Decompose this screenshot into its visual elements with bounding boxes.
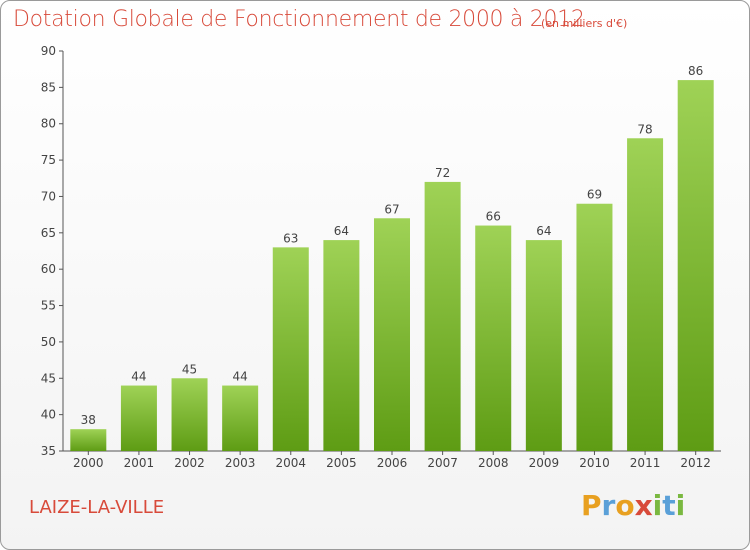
bar-2008	[475, 225, 512, 451]
x-tick-label: 2009	[529, 456, 560, 470]
logo-letter: t	[662, 489, 676, 522]
bar-2012	[677, 80, 714, 451]
logo-letter: o	[615, 489, 635, 522]
logo-letter: x	[634, 489, 653, 522]
logo-letter: i	[652, 489, 663, 522]
logo-letter: P	[581, 489, 602, 522]
x-tick-label: 2012	[680, 456, 711, 470]
commune-name: LAIZE-LA-VILLE	[29, 497, 165, 518]
y-tick-label: 80	[41, 117, 56, 131]
data-label-2006: 67	[384, 202, 399, 216]
bar-2004	[272, 247, 309, 451]
y-tick-label: 35	[41, 444, 56, 458]
y-tick-label: 50	[41, 335, 56, 349]
data-label-2009: 64	[536, 224, 551, 238]
bar-2003	[222, 385, 259, 451]
data-label-2001: 44	[131, 370, 146, 384]
y-tick-label: 70	[41, 189, 56, 203]
x-tick-label: 2002	[174, 456, 205, 470]
proxiti-logo[interactable]: Proxiti	[581, 489, 685, 522]
bar-2010	[576, 203, 613, 451]
y-tick-label: 85	[41, 80, 56, 94]
y-tick-label: 75	[41, 153, 56, 167]
bar-2011	[627, 138, 664, 452]
y-tick-label: 90	[41, 44, 56, 58]
logo-letter: r	[601, 489, 616, 522]
x-tick-label: 2007	[427, 456, 458, 470]
bar-2001	[120, 385, 157, 451]
data-label-2010: 69	[587, 188, 602, 202]
bar-2000	[70, 429, 107, 451]
bar-2002	[171, 378, 208, 451]
data-label-2003: 44	[233, 370, 248, 384]
y-tick-label: 40	[41, 408, 56, 422]
x-tick-label: 2006	[377, 456, 408, 470]
x-tick-label: 2011	[630, 456, 661, 470]
bar-2009	[525, 240, 562, 451]
bar-2007	[424, 181, 461, 451]
logo-letter: i	[675, 489, 686, 522]
y-tick-label: 55	[41, 299, 56, 313]
x-tick-label: 2010	[579, 456, 610, 470]
x-tick-label: 2001	[124, 456, 155, 470]
y-tick-label: 45	[41, 371, 56, 385]
y-tick-label: 60	[41, 262, 56, 276]
y-tick-label: 65	[41, 226, 56, 240]
x-tick-label: 2004	[275, 456, 306, 470]
bar-2006	[374, 218, 410, 451]
data-label-2012: 86	[688, 64, 703, 78]
bar-2005	[323, 240, 360, 451]
x-tick-label: 2000	[73, 456, 104, 470]
data-label-2002: 45	[182, 362, 197, 376]
chart-title: Dotation Globale de Fonctionnement de 20…	[13, 7, 585, 32]
x-tick-label: 2008	[478, 456, 509, 470]
x-tick-label: 2003	[225, 456, 256, 470]
data-label-2011: 78	[637, 122, 652, 136]
data-label-2005: 64	[334, 224, 349, 238]
x-tick-label: 2005	[326, 456, 357, 470]
data-label-2007: 72	[435, 166, 450, 180]
chart-subtitle: (en milliers d'€)	[541, 17, 628, 30]
data-label-2008: 66	[486, 210, 501, 224]
data-label-2004: 63	[283, 231, 298, 245]
data-label-2000: 38	[81, 413, 96, 427]
